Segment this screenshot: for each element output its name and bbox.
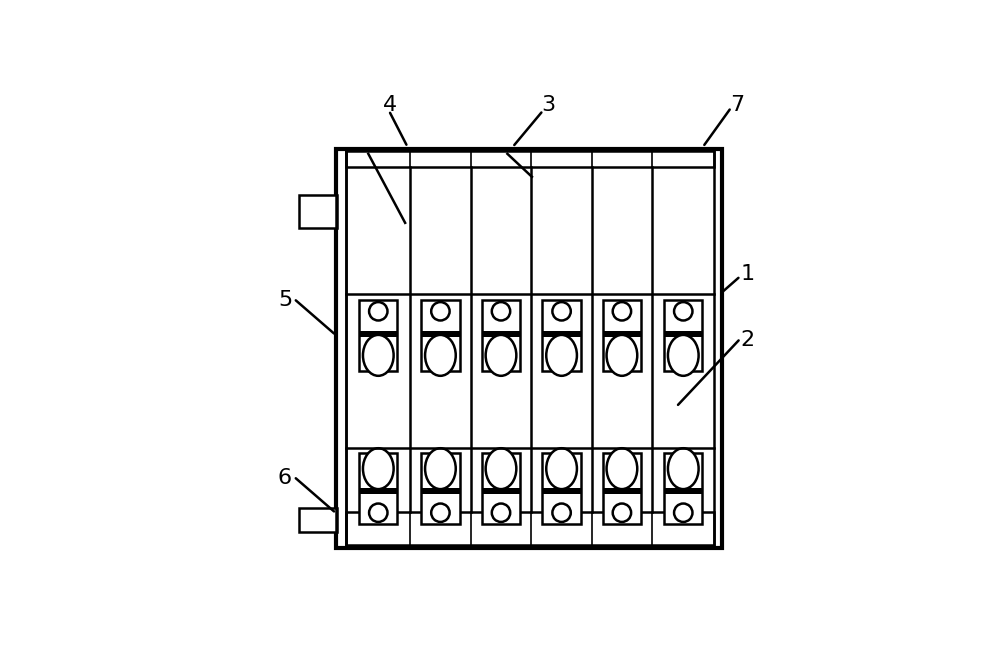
Text: 5: 5 — [278, 290, 292, 309]
Bar — [482, 488, 520, 495]
Circle shape — [369, 503, 387, 522]
Bar — [664, 453, 702, 525]
Text: 1: 1 — [741, 264, 755, 284]
Ellipse shape — [425, 448, 456, 489]
Bar — [359, 299, 397, 371]
Ellipse shape — [668, 335, 699, 376]
Bar — [346, 151, 714, 545]
Ellipse shape — [546, 448, 577, 489]
Bar — [336, 149, 722, 548]
Circle shape — [431, 302, 450, 321]
Bar — [542, 488, 581, 495]
Bar — [542, 453, 581, 525]
Bar — [359, 488, 397, 495]
Bar — [421, 299, 460, 371]
Bar — [542, 331, 581, 337]
Bar — [346, 512, 714, 548]
Bar — [482, 453, 520, 525]
Bar — [336, 149, 346, 548]
Bar — [603, 331, 641, 337]
Circle shape — [674, 503, 692, 522]
Ellipse shape — [363, 448, 394, 489]
Text: 2: 2 — [741, 331, 755, 351]
Circle shape — [369, 302, 387, 321]
Bar — [603, 453, 641, 525]
Bar — [664, 488, 702, 495]
Bar — [299, 507, 337, 532]
Bar — [421, 488, 460, 495]
Bar — [482, 299, 520, 371]
Circle shape — [674, 302, 692, 321]
Bar — [603, 488, 641, 495]
Text: 4: 4 — [383, 95, 397, 116]
Text: 6: 6 — [278, 469, 292, 489]
Bar — [482, 331, 520, 337]
Bar — [359, 331, 397, 337]
Bar — [542, 299, 581, 371]
Circle shape — [492, 503, 510, 522]
Text: 7: 7 — [730, 95, 745, 116]
Circle shape — [431, 503, 450, 522]
Ellipse shape — [486, 448, 516, 489]
Ellipse shape — [546, 335, 577, 376]
Ellipse shape — [425, 335, 456, 376]
Circle shape — [613, 302, 631, 321]
Ellipse shape — [486, 335, 516, 376]
Bar — [346, 149, 714, 167]
Text: 3: 3 — [541, 95, 555, 116]
Circle shape — [492, 302, 510, 321]
Ellipse shape — [668, 448, 699, 489]
Bar — [603, 299, 641, 371]
Bar — [421, 331, 460, 337]
Bar — [299, 195, 337, 228]
Bar — [359, 453, 397, 525]
Circle shape — [552, 302, 571, 321]
Ellipse shape — [363, 335, 394, 376]
Circle shape — [552, 503, 571, 522]
Bar — [664, 331, 702, 337]
Bar — [421, 453, 460, 525]
Bar — [664, 299, 702, 371]
Ellipse shape — [607, 448, 637, 489]
Ellipse shape — [607, 335, 637, 376]
Circle shape — [613, 503, 631, 522]
